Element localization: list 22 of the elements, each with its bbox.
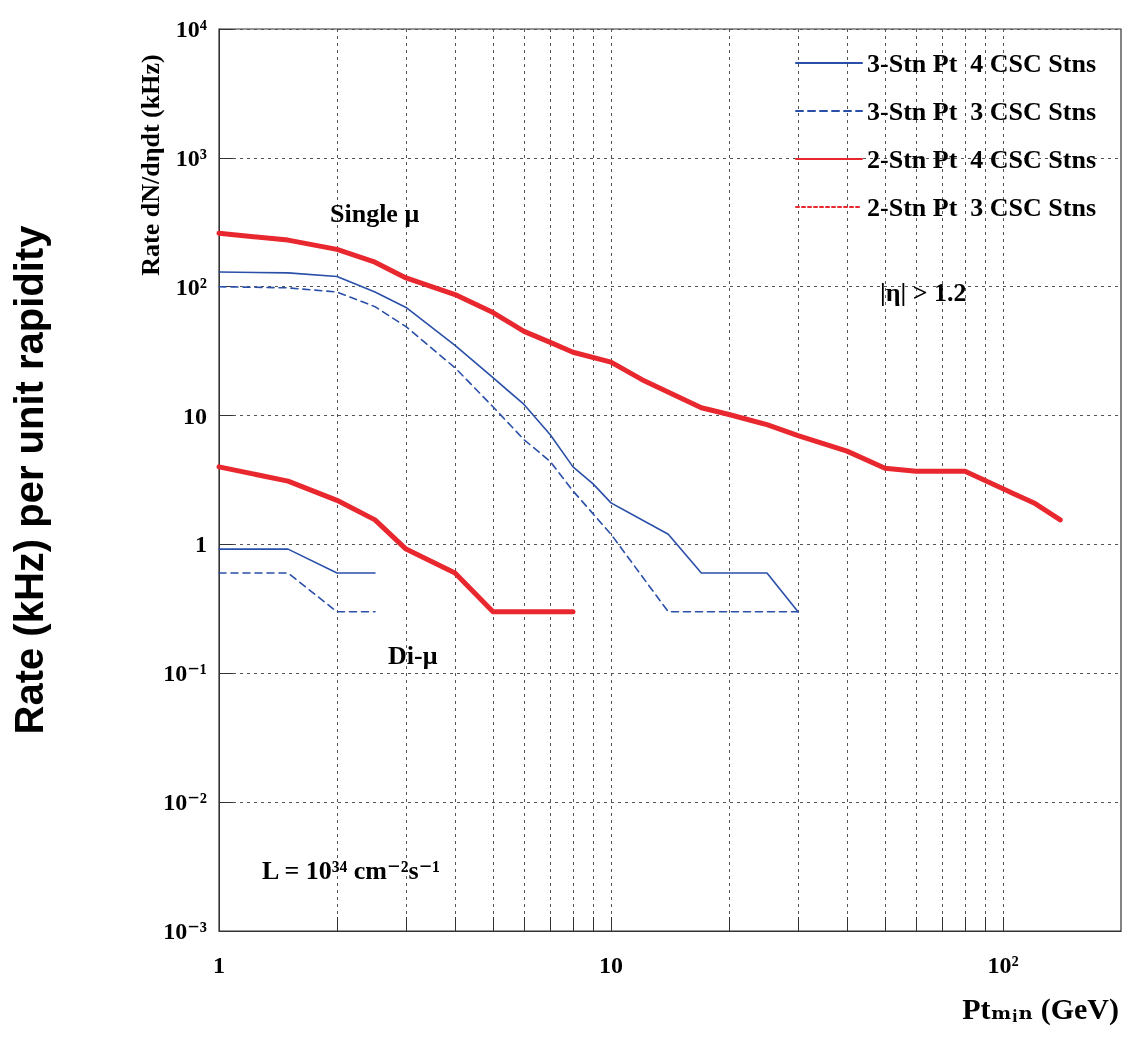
- y-tick-label: 1: [195, 531, 207, 558]
- y-tick-label: 10³: [175, 144, 207, 171]
- y-tick-label: 10²: [175, 273, 207, 300]
- y-tick-label: 10⁻³: [163, 918, 207, 944]
- legend-label: 2-Stn Pt 3 CSC Stns: [867, 192, 1097, 222]
- legend-label: 3-Stn Pt 3 CSC Stns: [867, 96, 1097, 126]
- text: Rate dN/dηdt (kHz): [135, 54, 165, 276]
- annotation: |η| > 1.2: [880, 277, 967, 307]
- annotation: Di-μ: [388, 640, 438, 670]
- x-tick-label: 10: [599, 952, 623, 978]
- y-tick-label: 10⁴: [175, 16, 207, 42]
- annotation: Single μ: [330, 198, 420, 228]
- y-tick-label: 10: [183, 402, 207, 429]
- legend-label: 2-Stn Pt 4 CSC Stns: [867, 144, 1097, 174]
- annotation: L = 10³⁴ cm⁻²s⁻¹: [262, 855, 441, 885]
- x-tick-label: 1: [213, 952, 225, 978]
- y-tick-label: 10⁻²: [163, 789, 207, 816]
- y-axis-title: Rate (kHz) per unit rapidity: [7, 224, 51, 735]
- x-axis-title: Ptₘᵢₙ (GeV): [962, 991, 1119, 1026]
- legend-label: 3-Stn Pt 4 CSC Stns: [867, 48, 1097, 78]
- y-tick-label: 10⁻¹: [163, 660, 207, 687]
- x-tick-label: 10²: [987, 952, 1019, 978]
